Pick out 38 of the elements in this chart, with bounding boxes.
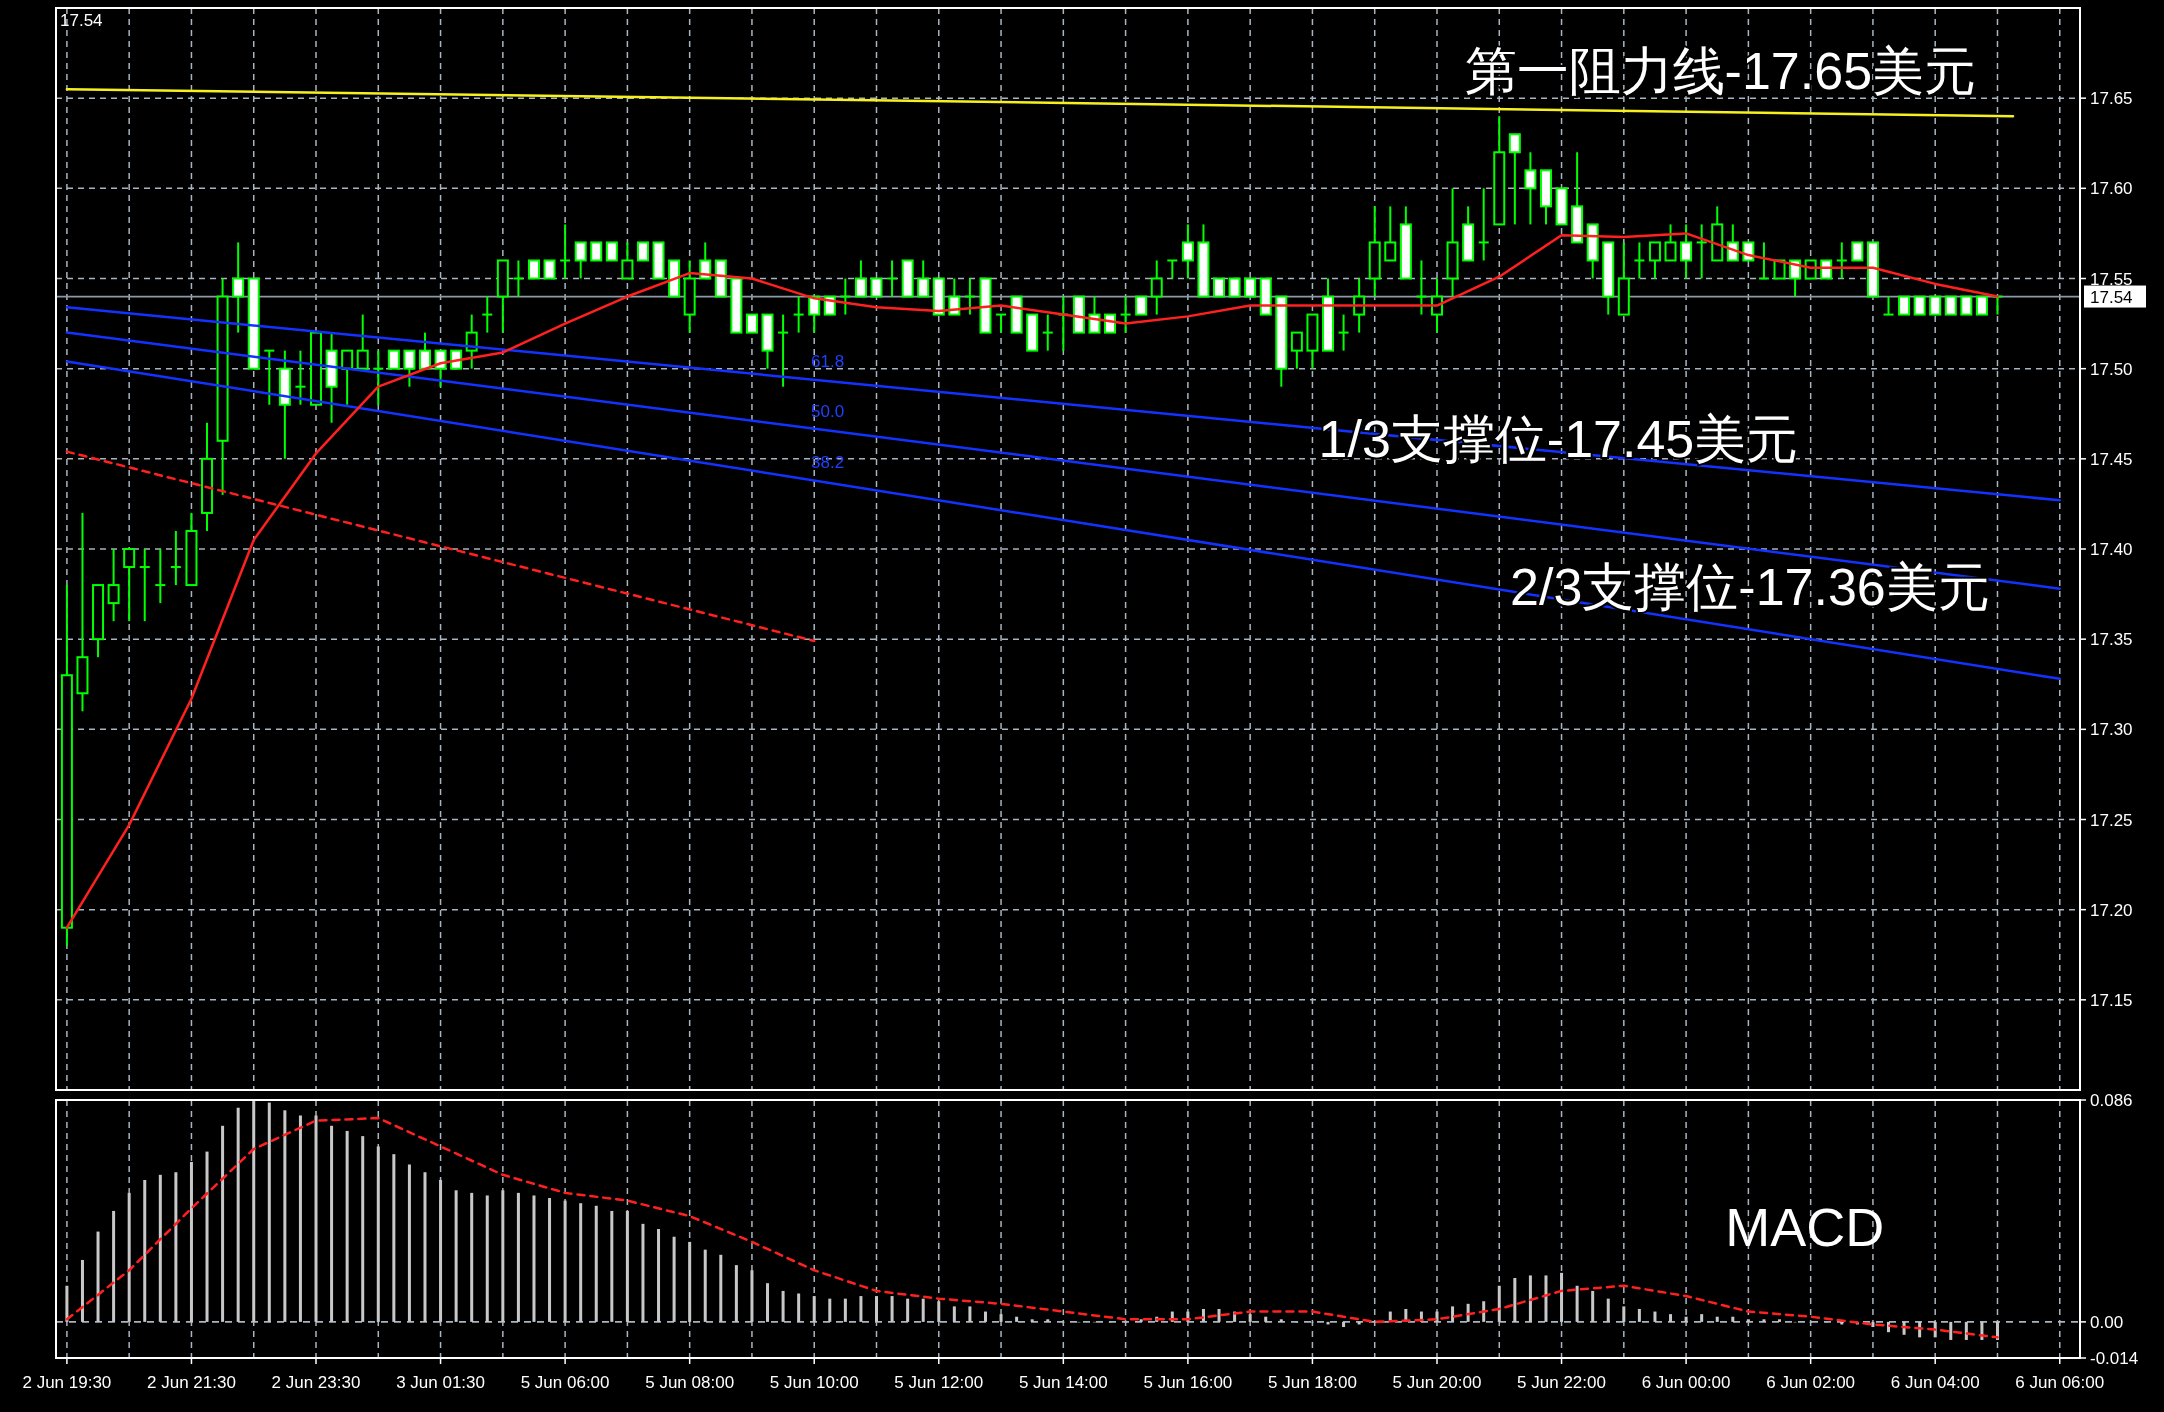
x-tick-label: 6 Jun 00:00 (1641, 1373, 1731, 1392)
y-tick-label: 17.65 (2090, 89, 2133, 109)
annotation: MACD (1725, 1196, 1885, 1257)
y-tick-label: 0.086 (2090, 1091, 2133, 1110)
y-tick-label: 0.00 (2090, 1312, 2124, 1332)
y-tick-label: 17.45 (2090, 449, 2133, 469)
x-tick-label: 5 Jun 22:00 (1517, 1373, 1606, 1392)
y-tick-label: 17.20 (2090, 900, 2133, 920)
annotation: 第一阻力线-17.65美元 (1464, 42, 1977, 101)
y-tick-label: 17.60 (2090, 179, 2133, 199)
annotation: 61.8 (811, 351, 845, 371)
x-tick-label: 5 Jun 18:00 (1268, 1373, 1357, 1392)
x-tick-label: 2 Jun 23:30 (271, 1373, 361, 1392)
y-tick-label: 17.40 (2090, 540, 2133, 559)
x-tick-label: 5 Jun 16:00 (1143, 1373, 1233, 1392)
x-tick-label: 5 Jun 08:00 (645, 1373, 735, 1392)
annotation: 50.0 (811, 402, 845, 422)
y-tick-label: 17.35 (2090, 630, 2133, 650)
x-tick-label: 2 Jun 21:30 (147, 1373, 236, 1392)
x-tick-label: 6 Jun 02:00 (1766, 1373, 1856, 1392)
annotation: 17.54 (60, 11, 103, 30)
y-tick-label: 17.25 (2090, 810, 2133, 830)
y-tick-label: 17.30 (2090, 720, 2133, 740)
x-tick-label: 5 Jun 10:00 (769, 1373, 859, 1392)
y-tick-label: 17.50 (2090, 359, 2133, 379)
x-tick-label: 3 Jun 01:30 (396, 1373, 485, 1392)
y-tick-label: -0.014 (2090, 1349, 2139, 1368)
x-tick-label: 6 Jun 04:00 (1890, 1373, 1980, 1392)
x-tick-label: 5 Jun 14:00 (1018, 1373, 1108, 1392)
ref-line-label: 17.54 (2090, 287, 2133, 307)
x-tick-label: 5 Jun 12:00 (894, 1373, 984, 1392)
x-tick-label: 5 Jun 20:00 (1392, 1373, 1482, 1392)
x-tick-label: 5 Jun 06:00 (520, 1373, 610, 1392)
annotation: 38.2 (811, 452, 845, 472)
x-tick-label: 2 Jun 19:30 (22, 1373, 112, 1392)
x-tick-label: 6 Jun 06:00 (2015, 1373, 2105, 1392)
y-tick-label: 17.55 (2090, 269, 2133, 289)
y-tick-label: 17.15 (2090, 990, 2133, 1010)
